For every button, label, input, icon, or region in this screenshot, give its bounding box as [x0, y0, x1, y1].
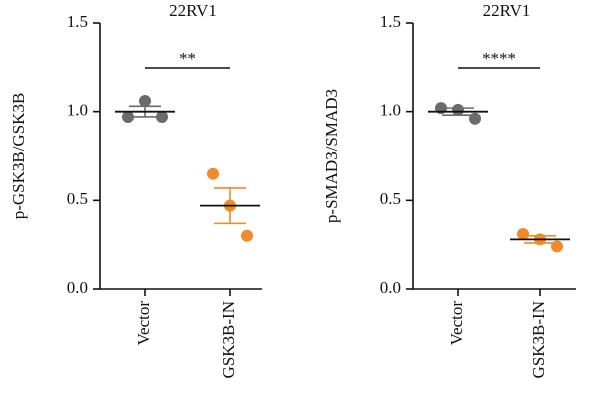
- chart-title: 22RV1: [169, 1, 217, 20]
- y-tick-label: 0.5: [67, 189, 88, 208]
- y-tick-label: 0.0: [67, 278, 88, 297]
- data-point: [551, 240, 563, 253]
- data-point: [156, 110, 168, 123]
- data-point: [452, 103, 464, 116]
- data-point: [139, 95, 151, 108]
- y-tick-label: 0.5: [380, 189, 401, 208]
- y-tick-label: 1.5: [380, 12, 401, 31]
- x-tick-label: Vector: [447, 301, 466, 346]
- y-axis-label: p-SMAD3/SMAD3: [322, 89, 341, 223]
- y-axis-label: p-GSK3B/GSK3B: [9, 93, 28, 220]
- data-point: [207, 167, 219, 180]
- y-tick-label: 1.5: [67, 12, 88, 31]
- data-point: [122, 110, 134, 123]
- y-tick-label: 1.0: [67, 101, 88, 120]
- data-point: [241, 229, 253, 242]
- significance-label: ****: [482, 49, 516, 68]
- data-point: [517, 228, 529, 241]
- chart-title: 22RV1: [483, 1, 531, 20]
- x-tick-label: GSK3B-IN: [529, 301, 548, 378]
- x-tick-label: Vector: [134, 301, 153, 346]
- y-tick-label: 1.0: [380, 101, 401, 120]
- y-tick-label: 0.0: [380, 278, 401, 297]
- significance-label: **: [179, 49, 196, 68]
- data-point: [469, 112, 481, 125]
- x-tick-label: GSK3B-IN: [219, 301, 238, 378]
